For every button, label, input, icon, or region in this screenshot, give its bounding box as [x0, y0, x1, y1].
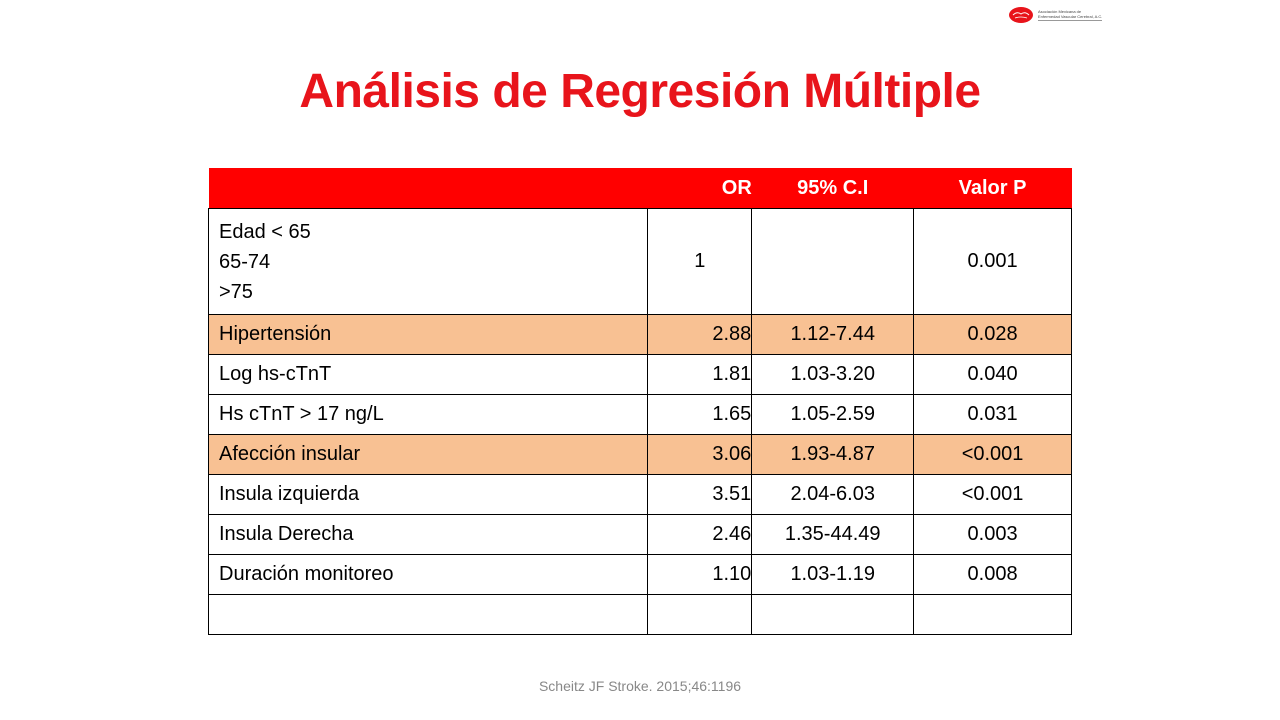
table-row: Hipertensión 2.88 1.12-7.44 0.028 — [207, 314, 1072, 355]
table-header-row: OR 95% C.I Valor P — [208, 168, 1072, 209]
header-or: OR — [647, 168, 752, 209]
row-or: 3.06 — [647, 434, 753, 475]
row-label: Afección insular — [207, 434, 649, 475]
table-row: Afección insular 3.06 1.93-4.87 <0.001 — [207, 434, 1072, 475]
table-row: Insula izquierda 3.51 2.04-6.03 <0.001 — [207, 474, 1072, 515]
row-label-line: 65-74 — [219, 250, 271, 273]
row-ci: 1.03-3.20 — [751, 354, 915, 395]
row-p-value: 0.001 — [913, 208, 1072, 315]
table-row: Log hs-cTnT 1.81 1.03-3.20 0.040 — [207, 354, 1072, 395]
table-row: Hs cTnT > 17 ng/L 1.65 1.05-2.59 0.031 — [207, 394, 1072, 435]
brain-icon — [1009, 7, 1033, 23]
row-label: Edad < 65 65-74 >75 — [207, 208, 649, 315]
regression-table: OR 95% C.I Valor P Edad < 65 65-74 >75 1… — [207, 168, 1072, 635]
row-or: 1.81 — [647, 354, 753, 395]
table-row: Insula Derecha 2.46 1.35-44.49 0.003 — [207, 514, 1072, 555]
row-p-value: <0.001 — [913, 474, 1072, 515]
row-ci — [751, 594, 915, 635]
citation: Scheitz JF Stroke. 2015;46:1196 — [538, 678, 742, 694]
row-or — [647, 594, 753, 635]
logo: Asociación Mexicana de Enfermedad Vascul… — [1008, 4, 1112, 26]
table-row: Edad < 65 65-74 >75 1 0.001 — [207, 208, 1072, 315]
row-ci: 1.93-4.87 — [751, 434, 915, 475]
row-label: Insula izquierda — [207, 474, 649, 515]
row-or: 1.10 — [647, 554, 753, 595]
row-label: Log hs-cTnT — [207, 354, 649, 395]
header-p-value: Valor P — [913, 168, 1072, 209]
row-p-value — [913, 594, 1072, 635]
row-or: 2.88 — [647, 314, 753, 355]
row-or: 2.46 — [647, 514, 753, 555]
row-label: Duración monitoreo — [207, 554, 649, 595]
header-ci: 95% C.I — [751, 168, 914, 209]
logo-line-1: Asociación Mexicana de — [1038, 9, 1082, 14]
row-ci — [751, 208, 915, 315]
logo-underline — [1038, 20, 1103, 21]
row-label-line: Edad < 65 — [219, 220, 311, 243]
header-variable — [208, 168, 648, 209]
slide-title: Análisis de Regresión Múltiple — [299, 65, 981, 118]
row-label-line: >75 — [219, 280, 253, 303]
row-p-value: <0.001 — [913, 434, 1072, 475]
row-or: 3.51 — [647, 474, 753, 515]
row-ci: 1.12-7.44 — [751, 314, 915, 355]
table-row: Duración monitoreo 1.10 1.03-1.19 0.008 — [207, 554, 1072, 595]
row-p-value: 0.028 — [913, 314, 1072, 355]
row-p-value: 0.031 — [913, 394, 1072, 435]
logo-text: Asociación Mexicana de Enfermedad Vascul… — [1038, 9, 1103, 21]
row-ci: 2.04-6.03 — [751, 474, 915, 515]
row-or: 1 — [647, 208, 753, 315]
row-label: Insula Derecha — [207, 514, 649, 555]
row-ci: 1.03-1.19 — [751, 554, 915, 595]
logo-line-2: Enfermedad Vascular Cerebral, A.C. — [1038, 14, 1103, 19]
row-label: Hs cTnT > 17 ng/L — [207, 394, 649, 435]
row-label — [207, 594, 649, 635]
row-p-value: 0.040 — [913, 354, 1072, 395]
row-ci: 1.35-44.49 — [751, 514, 915, 555]
table-row-empty — [207, 594, 1072, 635]
row-p-value: 0.008 — [913, 554, 1072, 595]
row-ci: 1.05-2.59 — [751, 394, 915, 435]
row-p-value: 0.003 — [913, 514, 1072, 555]
row-or: 1.65 — [647, 394, 753, 435]
row-label: Hipertensión — [207, 314, 649, 355]
